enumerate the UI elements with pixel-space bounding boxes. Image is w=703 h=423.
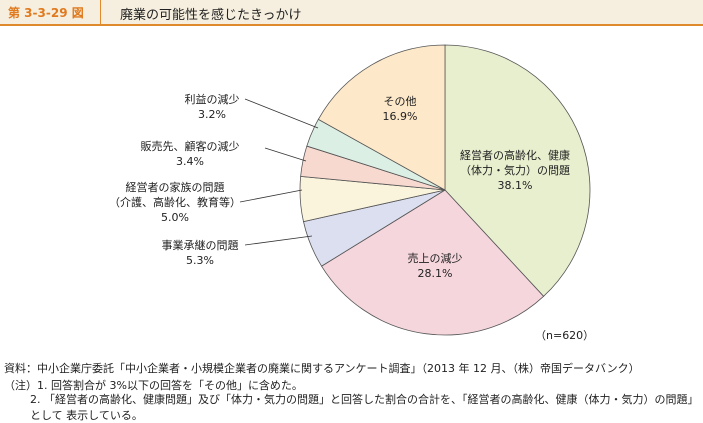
value-label: 16.9%	[382, 110, 418, 123]
value-label: 5.3%	[186, 254, 214, 267]
slice-label: 経営者の家族の問題 （介護、高齢化、教育等）	[109, 181, 241, 209]
leader-line	[239, 189, 303, 203]
pie-slice	[444, 44, 591, 297]
leader-line	[244, 98, 319, 129]
note: 2. 「経営者の高齢化、健康問題」及び「体力・気力の問題」と回答した割合の合計を…	[30, 393, 699, 422]
source: 資料：中小企業庁委託「中小企業者・小規模企業者の廃業に関するアンケート調査」（2…	[4, 362, 640, 375]
slice-label: その他	[383, 95, 417, 108]
header-separator	[100, 0, 101, 24]
slice-label: 事業承継の問題	[161, 239, 239, 252]
pie-slice	[321, 189, 545, 336]
header-rule	[0, 24, 703, 26]
figure-label: 第 3-3-29 図	[8, 6, 84, 20]
slice-label: 経営者の高齢化、健康 （体力・気力）の問題	[460, 149, 570, 177]
leader-line	[264, 147, 307, 162]
header-bar	[0, 0, 703, 24]
value-label: 28.1%	[417, 267, 453, 280]
annotation: （n=620）	[535, 329, 595, 342]
pie-slice	[317, 44, 446, 191]
slice-label: 利益の減少	[184, 93, 240, 106]
value-label: 3.4%	[176, 155, 204, 168]
note: （注）1. 回答割合が 3%以下の回答を「その他」に含めた。	[4, 379, 303, 392]
value-label: 5.0%	[161, 211, 189, 224]
slice-label: 売上の減少	[407, 252, 463, 265]
leader-line	[244, 235, 313, 246]
value-label: 38.1%	[497, 179, 533, 192]
value-label: 3.2%	[198, 108, 226, 121]
chart-title: 廃業の可能性を感じたきっかけ	[120, 8, 302, 23]
slice-label: 販売先、顧客の減少	[140, 140, 240, 153]
